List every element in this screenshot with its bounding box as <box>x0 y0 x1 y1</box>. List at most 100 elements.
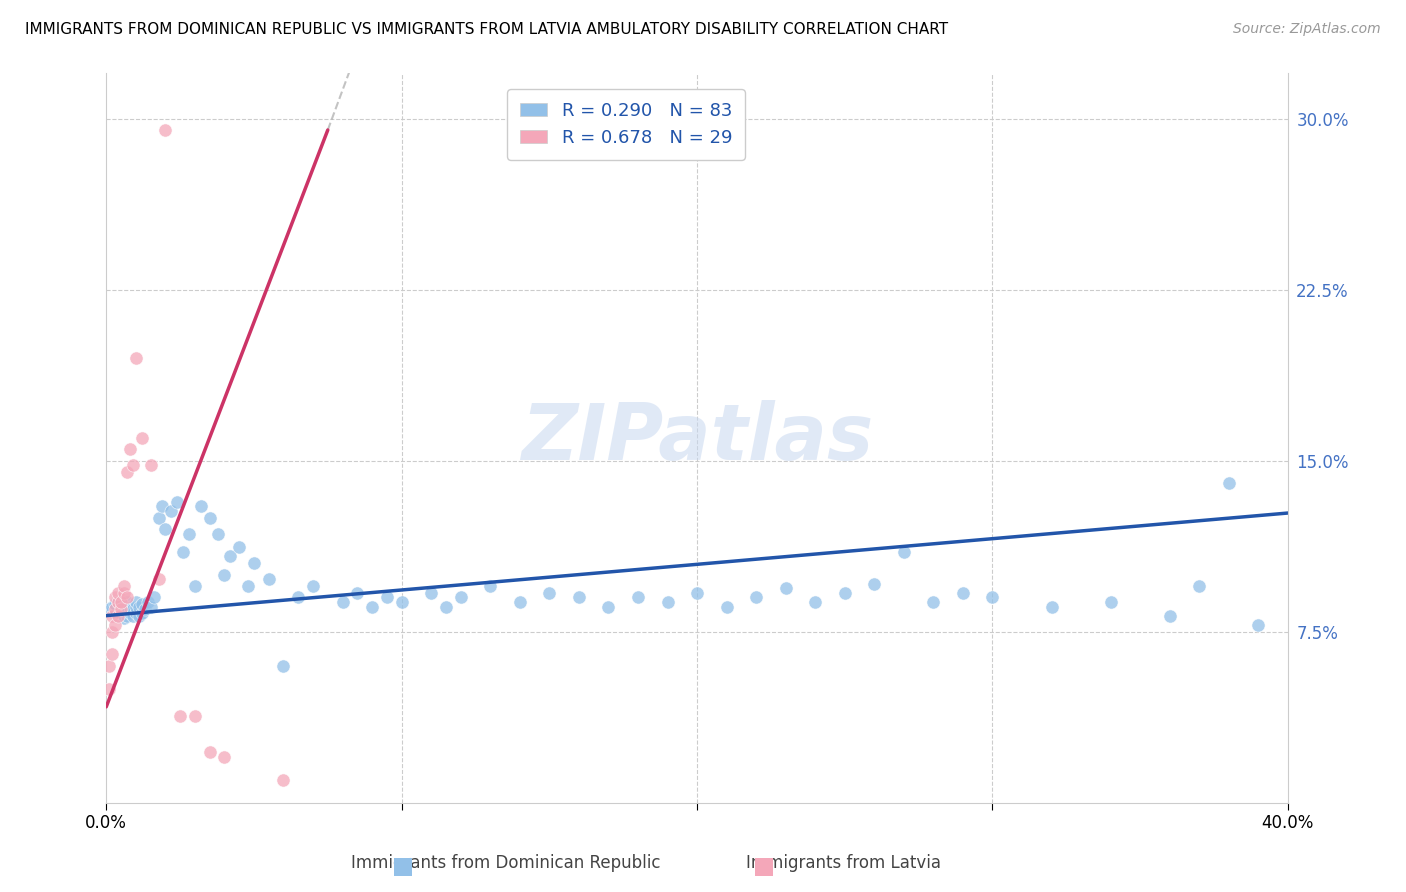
Point <box>107 608 129 623</box>
Point <box>104 617 127 632</box>
Point <box>716 599 738 614</box>
Point <box>128 599 150 614</box>
Point <box>115 595 138 609</box>
Point <box>98 602 121 616</box>
Point <box>834 586 856 600</box>
Point <box>184 579 207 593</box>
Point <box>361 599 384 614</box>
Point <box>198 746 221 760</box>
Point <box>1099 595 1122 609</box>
Point <box>115 608 138 623</box>
Point <box>657 595 679 609</box>
Point <box>134 602 156 616</box>
Point <box>391 595 413 609</box>
Point <box>125 351 148 365</box>
Point <box>125 599 148 614</box>
Point <box>125 607 148 621</box>
Point <box>177 526 200 541</box>
Point <box>112 599 135 614</box>
Point <box>125 595 148 609</box>
Point <box>745 591 768 605</box>
Point <box>568 591 591 605</box>
Point <box>287 591 309 605</box>
Point <box>184 709 207 723</box>
Point <box>420 586 443 600</box>
Point <box>155 522 177 536</box>
Point <box>479 579 502 593</box>
Point <box>131 597 153 611</box>
Point <box>1218 476 1240 491</box>
Point <box>627 591 650 605</box>
Point <box>136 595 159 609</box>
Point <box>101 624 124 639</box>
Point <box>775 581 797 595</box>
Point <box>101 599 124 614</box>
Point <box>148 510 170 524</box>
Point <box>214 750 236 764</box>
Point <box>107 595 129 609</box>
Point <box>598 599 620 614</box>
Point <box>104 607 127 621</box>
Point <box>107 586 129 600</box>
Point <box>686 586 709 600</box>
Point <box>236 579 259 593</box>
Point <box>101 608 124 623</box>
Point <box>952 586 974 600</box>
Point <box>107 595 129 609</box>
Point <box>110 602 132 616</box>
Point <box>107 608 129 623</box>
Point <box>148 572 170 586</box>
Point <box>98 658 121 673</box>
Point <box>172 545 194 559</box>
Point <box>214 567 236 582</box>
Point <box>375 591 398 605</box>
Point <box>207 526 229 541</box>
Point <box>112 579 135 593</box>
Point <box>155 123 177 137</box>
Point <box>101 648 124 662</box>
Point <box>1159 608 1181 623</box>
Point <box>104 602 127 616</box>
Point <box>434 599 457 614</box>
Point <box>190 499 212 513</box>
Point <box>131 431 153 445</box>
Point <box>112 586 135 600</box>
Point <box>131 607 153 621</box>
Point <box>112 604 135 618</box>
Point <box>118 607 141 621</box>
Point <box>450 591 472 605</box>
Point <box>346 586 368 600</box>
Text: ZIPatlas: ZIPatlas <box>522 400 873 475</box>
Text: Source: ZipAtlas.com: Source: ZipAtlas.com <box>1233 22 1381 37</box>
Point <box>115 591 138 605</box>
Point <box>981 591 1004 605</box>
Point <box>110 595 132 609</box>
Point <box>101 604 124 618</box>
Point <box>509 595 531 609</box>
Point <box>893 545 915 559</box>
Point <box>128 608 150 623</box>
Point <box>243 556 266 570</box>
Point <box>118 599 141 614</box>
Point <box>110 602 132 616</box>
Point <box>110 607 132 621</box>
Point <box>863 576 886 591</box>
Point <box>115 465 138 479</box>
Point <box>228 540 250 554</box>
Text: Immigrants from Dominican Republic: Immigrants from Dominican Republic <box>352 855 661 872</box>
Point <box>104 591 127 605</box>
Text: IMMIGRANTS FROM DOMINICAN REPUBLIC VS IMMIGRANTS FROM LATVIA AMBULATORY DISABILI: IMMIGRANTS FROM DOMINICAN REPUBLIC VS IM… <box>25 22 949 37</box>
Point <box>538 586 561 600</box>
Point <box>121 602 143 616</box>
Point <box>1188 579 1211 593</box>
Point <box>1040 599 1063 614</box>
Point <box>302 579 325 593</box>
Point <box>112 611 135 625</box>
Point <box>273 772 295 787</box>
Point <box>804 595 827 609</box>
Point <box>257 572 280 586</box>
Point <box>121 458 143 472</box>
Point <box>104 597 127 611</box>
Point <box>219 549 242 564</box>
Point <box>98 681 121 696</box>
